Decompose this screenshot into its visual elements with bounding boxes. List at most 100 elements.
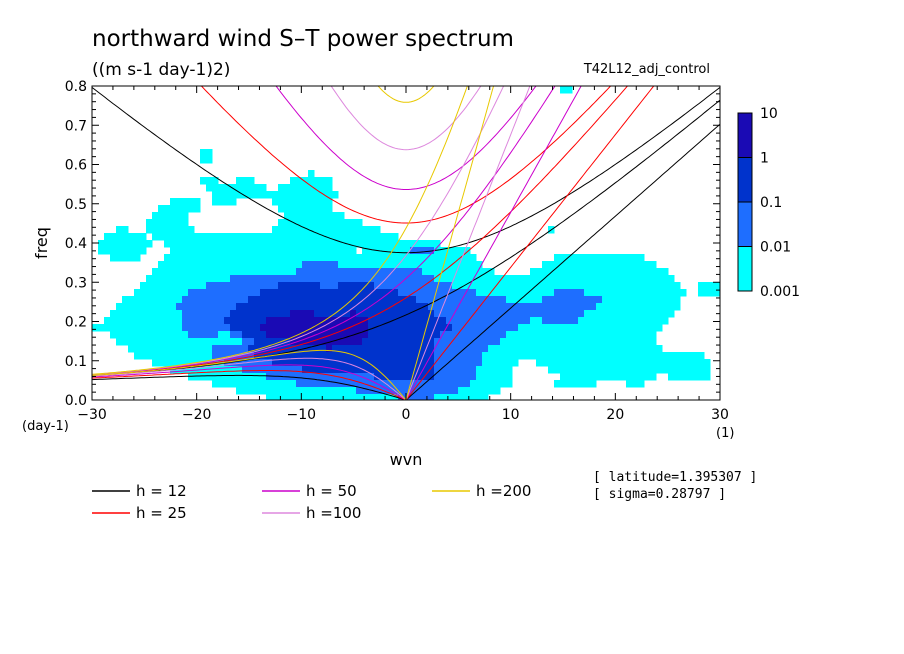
heat-cell (200, 373, 207, 381)
heat-cell (230, 324, 237, 332)
heat-cell (332, 345, 339, 353)
heat-cell (614, 254, 621, 262)
heat-cell (422, 289, 429, 297)
heat-cell (398, 331, 405, 339)
heat-cell (224, 233, 231, 241)
heat-cell (158, 226, 165, 234)
heat-cell (152, 324, 159, 332)
heat-cell (290, 282, 297, 290)
heat-cell (224, 373, 231, 381)
heat-cell (626, 352, 633, 360)
heat-cell (710, 289, 717, 297)
heat-cell (698, 359, 705, 367)
heat-cell (488, 317, 495, 325)
heat-cell (560, 331, 567, 339)
x-tick-label: 20 (606, 407, 624, 423)
heat-cell (296, 366, 303, 374)
heat-cell (344, 352, 351, 360)
heat-cell (404, 310, 411, 318)
heat-cell (206, 359, 213, 367)
heat-cell (326, 247, 333, 255)
heat-cell (392, 282, 399, 290)
heat-cell (278, 240, 285, 248)
heat-cell (338, 345, 345, 353)
heat-cell (554, 331, 561, 339)
heat-cell (230, 289, 237, 297)
heat-cell (170, 226, 177, 234)
heat-cell (248, 331, 255, 339)
heat-cell (188, 289, 195, 297)
heat-cell (296, 352, 303, 360)
heat-cell (278, 226, 285, 234)
heat-cell (632, 261, 639, 269)
heat-cell (392, 268, 399, 276)
heat-cell (644, 282, 651, 290)
heat-cell (668, 373, 675, 381)
heat-cell (224, 310, 231, 318)
heat-cell (272, 240, 279, 248)
heat-cell (170, 219, 177, 227)
heat-cell (506, 296, 513, 304)
heat-cell (110, 254, 117, 262)
heat-cell (260, 366, 267, 374)
heat-cell (308, 317, 315, 325)
heat-cell (278, 387, 285, 395)
heat-cell (236, 387, 243, 395)
heat-cell (632, 254, 639, 262)
heat-cell (518, 331, 525, 339)
heat-cell (338, 212, 345, 220)
heat-cell (236, 191, 243, 199)
heat-cell (344, 380, 351, 388)
heat-cell (248, 254, 255, 262)
heat-cell (398, 240, 405, 248)
heat-cell (422, 282, 429, 290)
heat-cell (566, 282, 573, 290)
heat-cell (464, 275, 471, 283)
heat-cell (362, 331, 369, 339)
heat-cell (440, 373, 447, 381)
heat-cell (272, 226, 279, 234)
heat-cell (590, 317, 597, 325)
heat-cell (308, 184, 315, 192)
heat-cell (356, 261, 363, 269)
heat-cell (224, 338, 231, 346)
heat-cell (650, 338, 657, 346)
heat-cell (422, 310, 429, 318)
heat-cell (566, 317, 573, 325)
heat-cell (344, 359, 351, 367)
heat-cell (668, 296, 675, 304)
heat-cell (158, 317, 165, 325)
heat-cell (350, 345, 357, 353)
heat-cell (584, 317, 591, 325)
heat-cell (266, 387, 273, 395)
heat-cell (410, 359, 417, 367)
heat-cell (590, 359, 597, 367)
heat-cell (524, 338, 531, 346)
heat-cell (410, 394, 417, 400)
heat-cell (452, 373, 459, 381)
heat-cell (254, 366, 261, 374)
heat-cell (392, 345, 399, 353)
heat-cell (296, 177, 303, 185)
heat-cell (440, 331, 447, 339)
heat-cell (362, 240, 369, 248)
heat-cell (482, 282, 489, 290)
heat-cell (440, 359, 447, 367)
heat-cell (404, 324, 411, 332)
heat-cell (176, 205, 183, 213)
heat-cell (170, 240, 177, 248)
heat-cell (176, 254, 183, 262)
heat-cell (698, 289, 705, 297)
heat-cell (638, 275, 645, 283)
heat-cell (398, 296, 405, 304)
heat-cell (284, 240, 291, 248)
heat-cell (278, 310, 285, 318)
heat-cell (326, 233, 333, 241)
heat-cell (572, 254, 579, 262)
heat-cell (554, 282, 561, 290)
heat-cell (344, 324, 351, 332)
heat-cell (578, 380, 585, 388)
heat-cell (122, 310, 129, 318)
heat-cell (434, 352, 441, 360)
heat-cell (224, 191, 231, 199)
